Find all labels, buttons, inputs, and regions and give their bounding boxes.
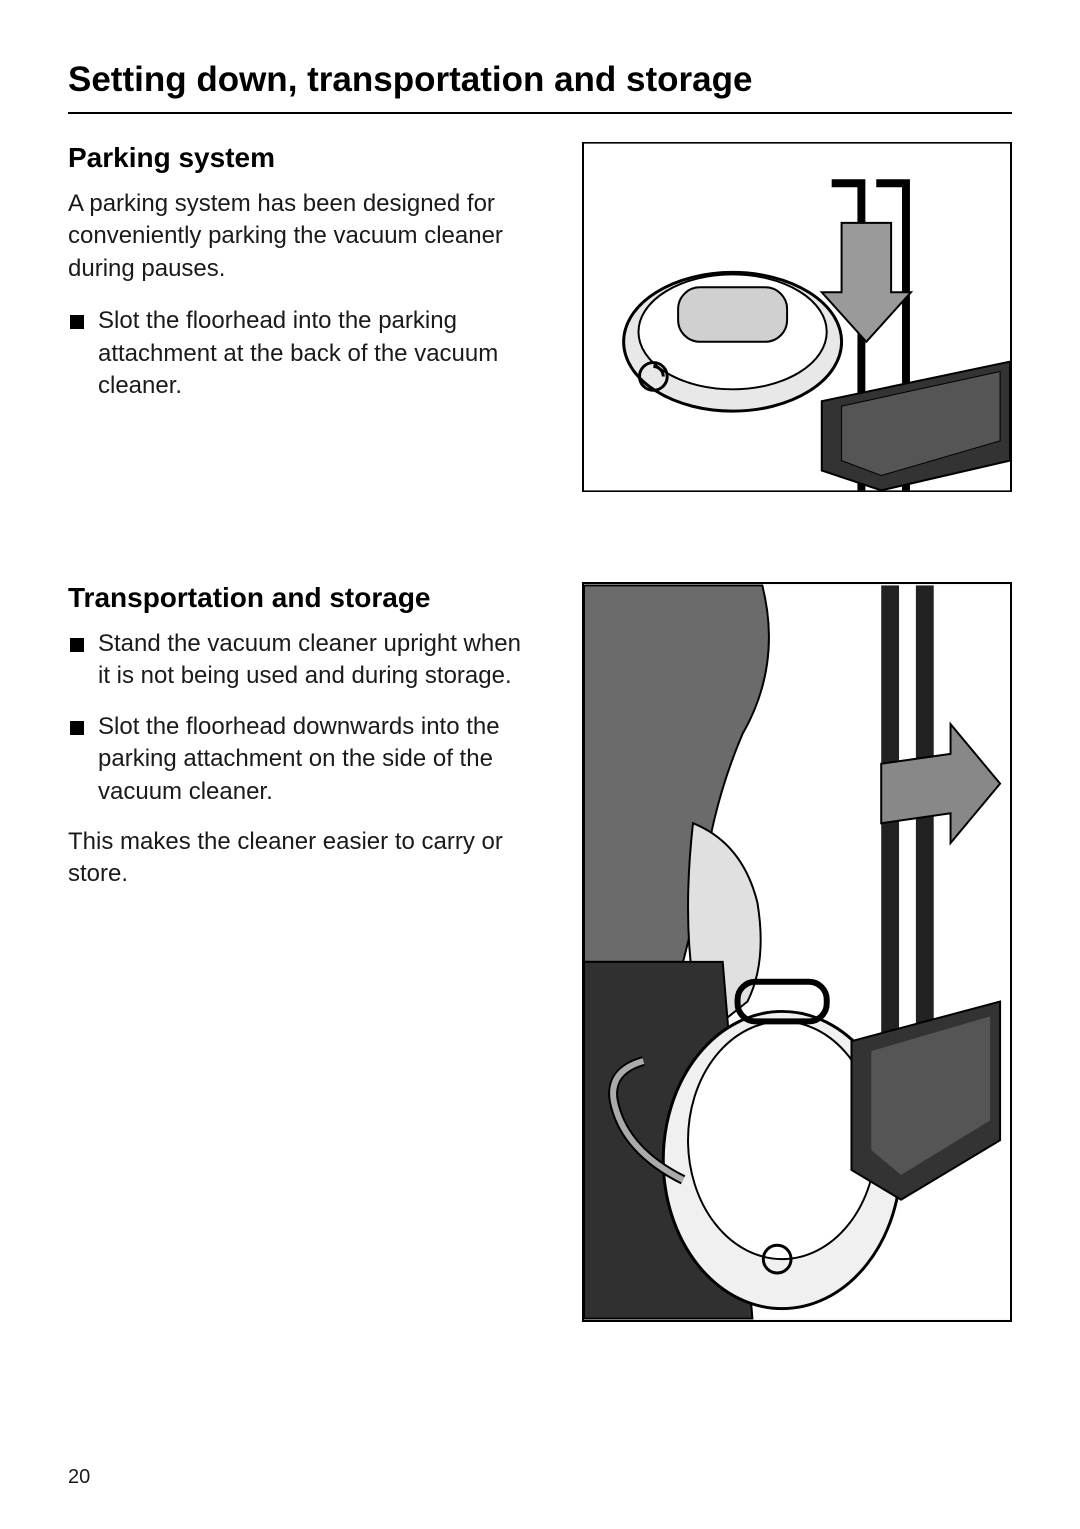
manual-page: Setting down, transportation and storage… bbox=[0, 0, 1080, 1529]
section-transport: Transportation and storage Stand the vac… bbox=[68, 582, 1012, 1322]
transport-heading: Transportation and storage bbox=[68, 582, 538, 614]
parking-intro-text: A parking system has been designed for c… bbox=[68, 188, 538, 285]
parking-bullet-list: Slot the floorhead into the parking atta… bbox=[68, 305, 538, 402]
page-title: Setting down, transportation and storage bbox=[68, 60, 1012, 114]
parking-text-column: Parking system A parking system has been… bbox=[68, 142, 538, 492]
parking-illustration bbox=[582, 142, 1012, 492]
page-number: 20 bbox=[68, 1466, 90, 1489]
transport-bullet-item: Slot the floorhead downwards into the pa… bbox=[68, 711, 538, 808]
transport-closing-text: This makes the cleaner easier to carry o… bbox=[68, 826, 538, 891]
section-parking: Parking system A parking system has been… bbox=[68, 142, 1012, 492]
parking-image-column bbox=[568, 142, 1012, 492]
transport-bullet-list: Stand the vacuum cleaner upright when it… bbox=[68, 628, 538, 808]
parking-heading: Parking system bbox=[68, 142, 538, 174]
transport-text-column: Transportation and storage Stand the vac… bbox=[68, 582, 538, 1322]
parking-bullet-item: Slot the floorhead into the parking atta… bbox=[68, 305, 538, 402]
vacuum-carry-icon bbox=[584, 582, 1010, 1322]
transport-bullet-item: Stand the vacuum cleaner upright when it… bbox=[68, 628, 538, 693]
transport-image-column bbox=[568, 582, 1012, 1322]
vacuum-parking-icon bbox=[584, 142, 1010, 492]
transport-illustration bbox=[582, 582, 1012, 1322]
